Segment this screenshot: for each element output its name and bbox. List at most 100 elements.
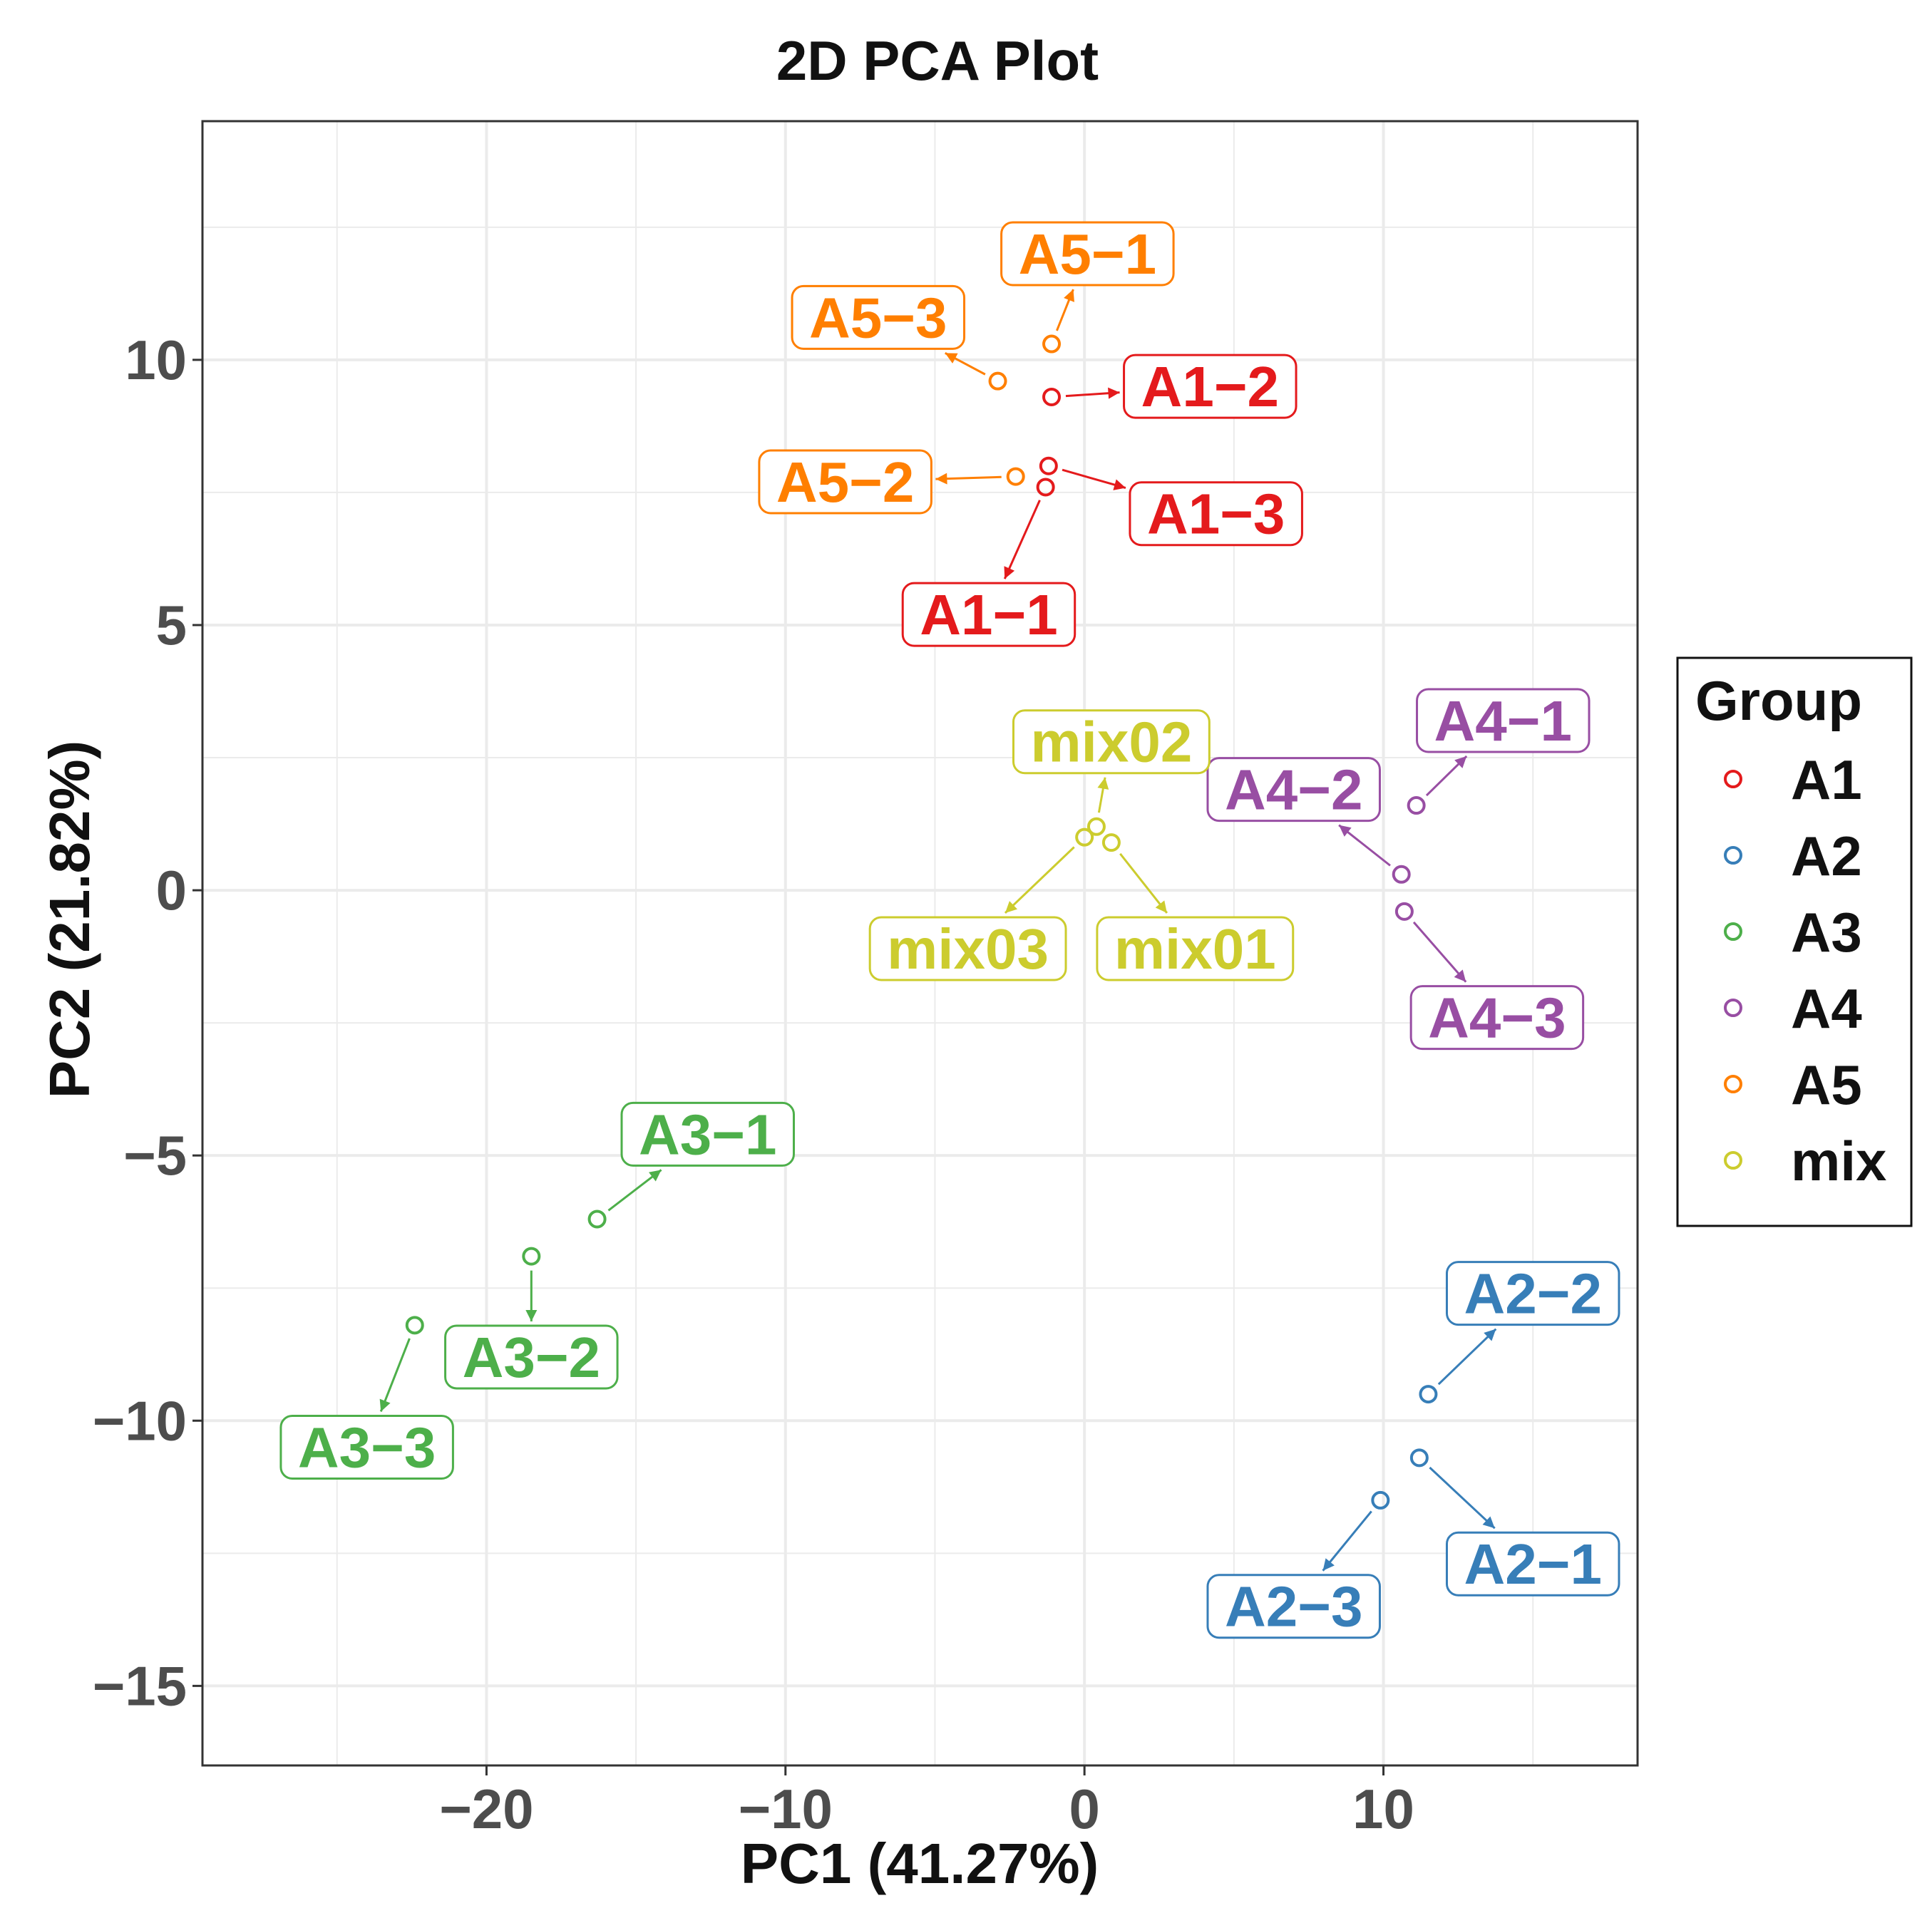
data-point bbox=[1409, 1448, 1429, 1468]
label-text: A4−2 bbox=[1225, 758, 1362, 822]
y-tick-label: −15 bbox=[93, 1654, 187, 1717]
label-box bbox=[620, 1101, 795, 1167]
label-arrow bbox=[1065, 387, 1120, 399]
point-label: A5−1 bbox=[1000, 221, 1175, 287]
label-arrow bbox=[379, 1338, 411, 1413]
label-text: A4−1 bbox=[1434, 689, 1572, 753]
label-box bbox=[1416, 688, 1591, 753]
data-point bbox=[1039, 456, 1058, 475]
legend-box bbox=[1676, 656, 1913, 1227]
label-arrow bbox=[1119, 852, 1168, 914]
label-arrow bbox=[1004, 846, 1075, 914]
data-point bbox=[587, 1210, 607, 1229]
data-point bbox=[522, 1247, 541, 1266]
x-tick-label: −20 bbox=[439, 1778, 533, 1840]
label-arrow bbox=[607, 1169, 662, 1212]
label-text: A4−3 bbox=[1428, 986, 1566, 1050]
chart-title: 2D PCA Plot bbox=[776, 29, 1099, 92]
y-tick-label: −5 bbox=[123, 1124, 187, 1187]
label-arrow bbox=[1003, 500, 1041, 579]
label-box bbox=[791, 284, 966, 350]
label-arrow bbox=[1062, 468, 1126, 490]
label-text: A1−3 bbox=[1147, 483, 1285, 546]
legend-label-a1: A1 bbox=[1791, 748, 1862, 811]
label-box bbox=[1206, 757, 1381, 822]
label-box bbox=[758, 449, 932, 515]
label-arrow bbox=[1425, 755, 1468, 797]
legend-label-mix: mix bbox=[1791, 1130, 1886, 1192]
y-tick-label: 0 bbox=[156, 859, 187, 922]
label-box bbox=[1445, 1261, 1620, 1326]
label-text: mix03 bbox=[887, 917, 1049, 981]
data-point bbox=[1407, 796, 1426, 815]
arrow-layer bbox=[379, 289, 1497, 1572]
point-label: A5−3 bbox=[791, 284, 966, 350]
y-axis-title: PC2 (21.82%) bbox=[38, 741, 101, 1098]
data-point bbox=[1101, 833, 1121, 852]
grid-lines bbox=[202, 121, 1638, 1765]
point-label: A4−1 bbox=[1416, 688, 1591, 753]
label-text: A5−3 bbox=[809, 286, 947, 349]
point-label: A3−3 bbox=[279, 1414, 454, 1480]
legend-title: Group bbox=[1695, 669, 1862, 732]
data-layer: A1−1 A1−2 A1−3 A2−1 A2−2 A2−3 A3−1 A3−2 A3−3 A4−1… bbox=[279, 221, 1620, 1639]
data-point bbox=[405, 1316, 424, 1335]
label-text: A1−2 bbox=[1141, 355, 1279, 418]
plot-border bbox=[201, 120, 1639, 1767]
data-point bbox=[1392, 865, 1411, 884]
label-layer: A1−1 A1−2 A1−3 A2−1 A2−2 A2−3 A3−1 A3−2 A3−3 A4−1… bbox=[279, 221, 1620, 1639]
point-layer bbox=[405, 334, 1438, 1510]
x-tick-label: 0 bbox=[1069, 1778, 1099, 1840]
legend: Group A1 A2 A3 A4 A5 mix bbox=[1676, 656, 1913, 1227]
point-label: mix02 bbox=[1012, 709, 1211, 775]
legend-label-a5: A5 bbox=[1791, 1053, 1862, 1116]
label-arrow bbox=[1097, 777, 1109, 813]
label-box bbox=[1000, 221, 1175, 287]
point-label: A3−1 bbox=[620, 1101, 795, 1167]
data-point bbox=[1075, 827, 1094, 847]
label-arrow bbox=[935, 473, 1002, 485]
point-label: A2−2 bbox=[1445, 1261, 1620, 1326]
label-arrow bbox=[1338, 824, 1391, 867]
label-box bbox=[279, 1414, 454, 1480]
point-label: A2−3 bbox=[1206, 1574, 1381, 1639]
point-label: A5−2 bbox=[758, 449, 932, 515]
data-point bbox=[1042, 387, 1062, 406]
point-label: A1−3 bbox=[1129, 481, 1303, 547]
x-axis: −20 −10 0 10 bbox=[439, 1765, 1414, 1840]
label-box bbox=[444, 1324, 619, 1390]
label-arrow bbox=[1429, 1466, 1496, 1530]
y-tick-label: −10 bbox=[93, 1389, 187, 1452]
legend-key-a2 bbox=[1724, 846, 1742, 865]
label-arrow bbox=[1056, 289, 1074, 331]
legend-label-a4: A4 bbox=[1791, 977, 1862, 1040]
data-point bbox=[1419, 1385, 1438, 1404]
label-box bbox=[1129, 481, 1303, 547]
label-text: A3−3 bbox=[298, 1415, 436, 1479]
legend-label-a3: A3 bbox=[1791, 901, 1862, 964]
label-box bbox=[868, 916, 1067, 981]
label-arrow bbox=[1412, 921, 1467, 983]
legend-key-a3 bbox=[1724, 922, 1742, 941]
x-tick-label: 10 bbox=[1352, 1778, 1414, 1840]
label-text: mix02 bbox=[1030, 711, 1192, 774]
y-tick-label: 10 bbox=[125, 329, 187, 391]
x-axis-title: PC1 (41.27%) bbox=[741, 1832, 1099, 1895]
label-arrow bbox=[525, 1270, 538, 1321]
legend-key-a4 bbox=[1724, 999, 1742, 1017]
label-box bbox=[1445, 1531, 1620, 1597]
data-point bbox=[1042, 334, 1062, 354]
label-text: A3−2 bbox=[463, 1326, 600, 1389]
label-text: A5−1 bbox=[1019, 222, 1156, 286]
data-point bbox=[1371, 1490, 1390, 1510]
point-label: mix01 bbox=[1096, 916, 1295, 981]
label-text: mix01 bbox=[1114, 917, 1276, 981]
x-tick-label: −10 bbox=[739, 1778, 833, 1840]
point-label: A4−3 bbox=[1409, 985, 1585, 1051]
label-box bbox=[1096, 916, 1295, 981]
data-point bbox=[1394, 902, 1414, 921]
legend-label-a2: A2 bbox=[1791, 825, 1862, 887]
data-point bbox=[1006, 467, 1025, 486]
point-label: A2−1 bbox=[1445, 1531, 1620, 1597]
